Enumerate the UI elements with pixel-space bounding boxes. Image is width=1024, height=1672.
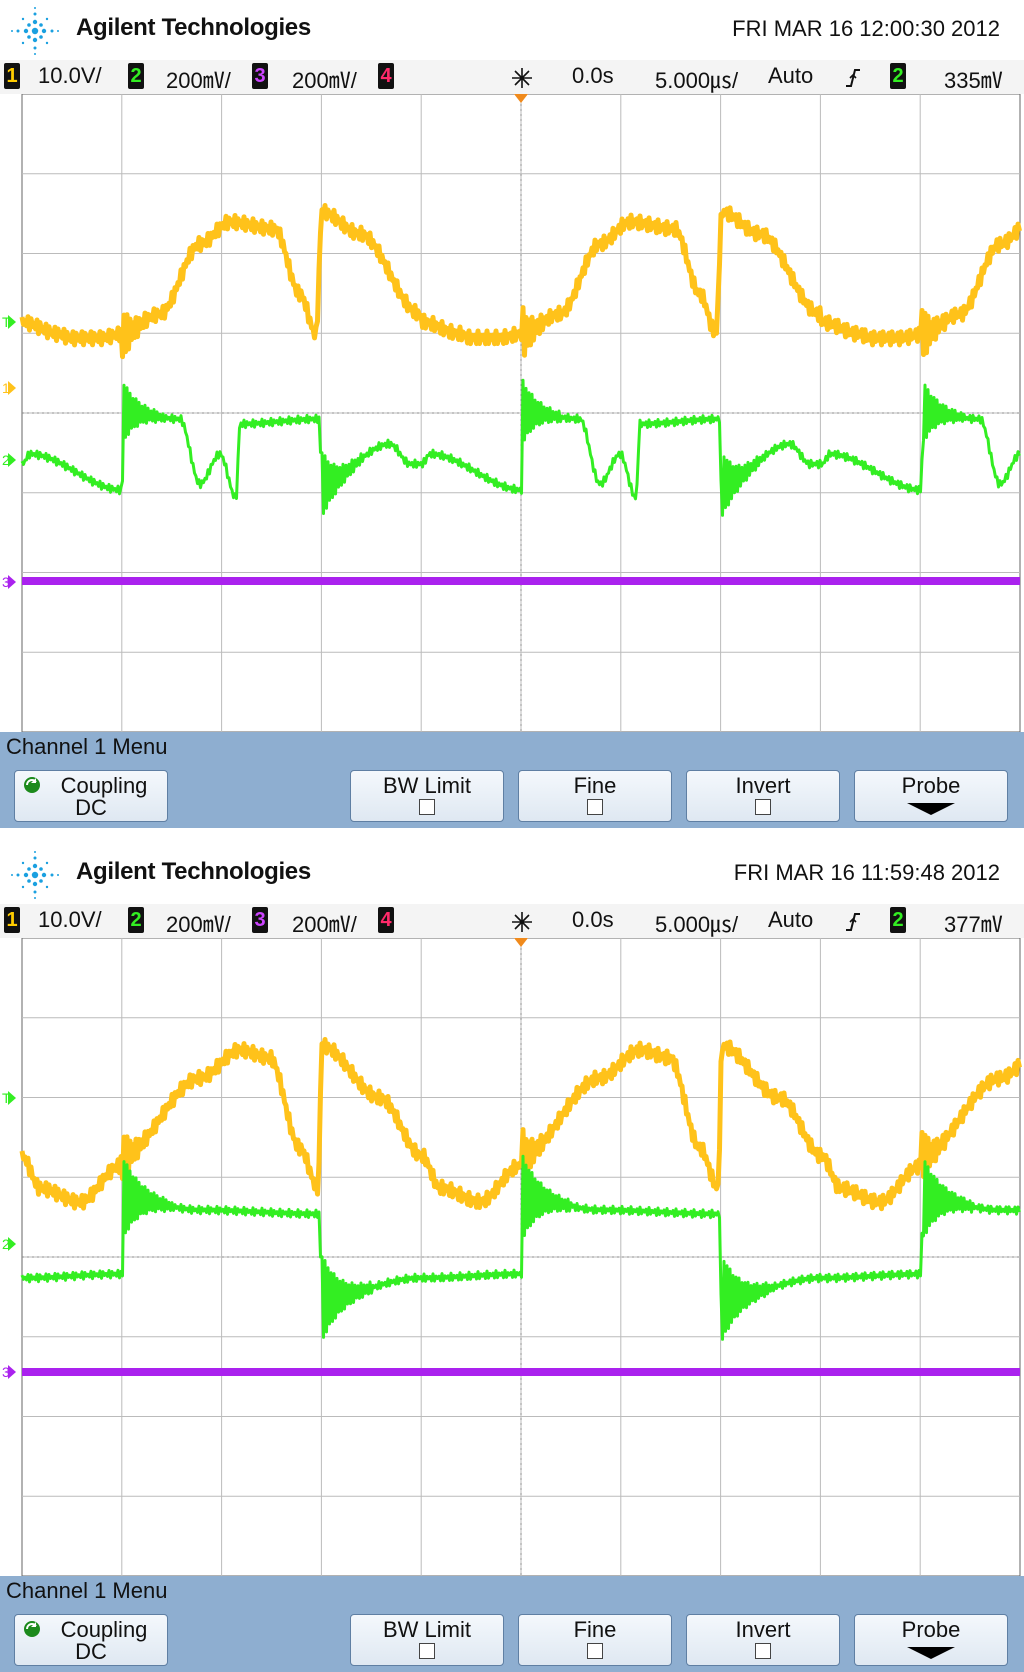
ch2-ground-marker: 2	[2, 1236, 10, 1252]
ch3-scale: 200㎷/	[292, 68, 357, 93]
bw-limit-checkbox[interactable]	[419, 1643, 435, 1659]
delay: 0.0s	[572, 907, 614, 932]
invert-softkey[interactable]: Invert	[686, 1614, 840, 1666]
invert-checkbox[interactable]	[755, 799, 771, 815]
ch1-waveform	[19, 1037, 1022, 1212]
timebase: 5.000㎲/	[655, 68, 739, 93]
brand-name: Agilent Technologies	[76, 858, 311, 885]
acquisition-run-icon	[512, 68, 532, 88]
coupling-label: Coupling	[60, 1617, 148, 1642]
coupling-softkey[interactable]: Coupling DC	[14, 1614, 168, 1666]
probe-label: Probe	[901, 773, 961, 798]
probe-softkey[interactable]: Probe	[854, 770, 1008, 822]
rising-edge-icon	[846, 69, 860, 87]
header: Agilent Technologies FRI MAR 16 11:59:48…	[0, 844, 1024, 904]
ch4-badge[interactable]: 4	[378, 63, 394, 89]
trigger-position-marker	[514, 94, 528, 103]
channel-menu: Channel 1 Menu Coupling DC BW Limit Fine…	[0, 732, 1024, 828]
header: Agilent Technologies FRI MAR 16 12:00:30…	[0, 0, 1024, 60]
ch1-badge[interactable]: 1	[4, 907, 20, 933]
trigger-source-badge[interactable]: 2	[890, 63, 906, 89]
datetime: FRI MAR 16 11:59:48 2012	[733, 860, 1000, 885]
status-bar: 1 10.0V/ 2 200㎷/ 3 200㎷/ 4 0.0s 5.000㎲/ …	[0, 904, 1024, 939]
ch3-waveform	[22, 1368, 1020, 1376]
probe-softkey[interactable]: Probe	[854, 1614, 1008, 1666]
trigger-position-marker	[514, 938, 528, 947]
waveform-display: T 2 3	[0, 938, 1024, 1576]
ch3-waveform	[22, 577, 1020, 585]
coupling-softkey[interactable]: Coupling DC	[14, 770, 168, 822]
ch2-waveform	[20, 378, 1021, 517]
ch2-badge[interactable]: 2	[128, 63, 144, 89]
ch1-scale: 10.0V/	[38, 63, 102, 88]
graticule-grid	[21, 94, 1021, 732]
waveform-graticule: T 1 2 3	[2, 94, 1022, 732]
invert-label: Invert	[735, 1617, 791, 1642]
trigger-level: 335㎷	[944, 68, 1003, 93]
coupling-value: DC	[75, 795, 107, 820]
bw-limit-softkey[interactable]: BW Limit	[350, 770, 504, 822]
ch2-scale: 200㎷/	[166, 912, 231, 937]
trigger-source-badge[interactable]: 2	[890, 907, 906, 933]
brand-name: Agilent Technologies	[76, 14, 311, 41]
trigger-level: 377㎷	[944, 912, 1003, 937]
coupling-label: Coupling	[60, 773, 148, 798]
acq-mode: Auto	[768, 63, 814, 88]
timebase: 5.000㎲/	[655, 912, 739, 937]
acq-mode: Auto	[768, 907, 814, 932]
fine-softkey[interactable]: Fine	[518, 770, 672, 822]
waveform-graticule: T 2 3	[2, 938, 1022, 1576]
datetime: FRI MAR 16 12:00:30 2012	[732, 16, 1000, 41]
coupling-value: DC	[75, 1639, 107, 1664]
agilent-spark-icon	[11, 7, 59, 55]
bw-limit-softkey[interactable]: BW Limit	[350, 1614, 504, 1666]
arrow-down-icon	[907, 803, 955, 815]
bw-limit-checkbox[interactable]	[419, 799, 435, 815]
rising-edge-icon	[846, 913, 860, 931]
ch2-waveform	[20, 1154, 1021, 1341]
acquisition-run-icon	[512, 912, 532, 932]
ch1-waveform	[19, 203, 1022, 360]
trigger-level-marker: T	[2, 1090, 11, 1106]
fine-checkbox[interactable]	[587, 1643, 603, 1659]
ch2-ground-marker: 2	[2, 452, 10, 468]
refresh-icon	[24, 777, 40, 793]
refresh-icon	[24, 1621, 40, 1637]
fine-softkey[interactable]: Fine	[518, 1614, 672, 1666]
invert-label: Invert	[735, 773, 791, 798]
oscilloscope-screenshot-2: Agilent Technologies FRI MAR 16 11:59:48…	[0, 844, 1024, 1672]
agilent-spark-icon	[11, 851, 59, 899]
ch3-scale: 200㎷/	[292, 912, 357, 937]
probe-label: Probe	[901, 1617, 961, 1642]
channel-menu: Channel 1 Menu Coupling DC BW Limit Fine…	[0, 1576, 1024, 1672]
ch3-badge[interactable]: 3	[252, 63, 268, 89]
invert-softkey[interactable]: Invert	[686, 770, 840, 822]
fine-checkbox[interactable]	[587, 799, 603, 815]
menu-title: Channel 1 Menu	[6, 1578, 168, 1603]
fine-label: Fine	[573, 773, 617, 798]
delay: 0.0s	[572, 63, 614, 88]
menu-title: Channel 1 Menu	[6, 734, 168, 759]
ch4-badge[interactable]: 4	[378, 907, 394, 933]
oscilloscope-screenshot-1: Agilent Technologies FRI MAR 16 12:00:30…	[0, 0, 1024, 828]
ch2-badge[interactable]: 2	[128, 907, 144, 933]
ch3-ground-marker: 3	[2, 1364, 10, 1380]
ch1-badge[interactable]: 1	[4, 63, 20, 89]
ch1-ground-marker: 1	[2, 380, 10, 396]
waveform-display: T 1 2 3	[0, 94, 1024, 732]
bw-limit-label: BW Limit	[383, 1617, 471, 1642]
ch3-ground-marker: 3	[2, 574, 10, 590]
ch2-scale: 200㎷/	[166, 68, 231, 93]
ch3-badge[interactable]: 3	[252, 907, 268, 933]
bw-limit-label: BW Limit	[383, 773, 471, 798]
invert-checkbox[interactable]	[755, 1643, 771, 1659]
ch1-scale: 10.0V/	[38, 907, 102, 932]
status-bar: 1 10.0V/ 2 200㎷/ 3 200㎷/ 4 0.0s 5.000㎲/ …	[0, 60, 1024, 95]
arrow-down-icon	[907, 1647, 955, 1659]
trigger-level-marker: T	[2, 314, 11, 330]
fine-label: Fine	[573, 1617, 617, 1642]
